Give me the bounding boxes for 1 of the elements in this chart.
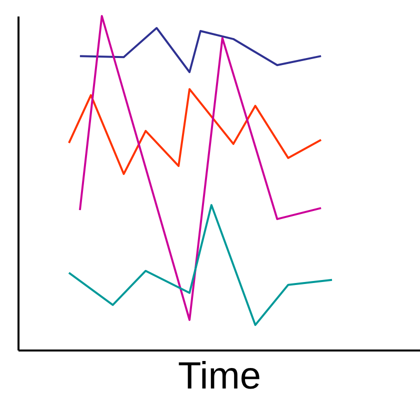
x-axis-title: Time: [178, 356, 262, 398]
